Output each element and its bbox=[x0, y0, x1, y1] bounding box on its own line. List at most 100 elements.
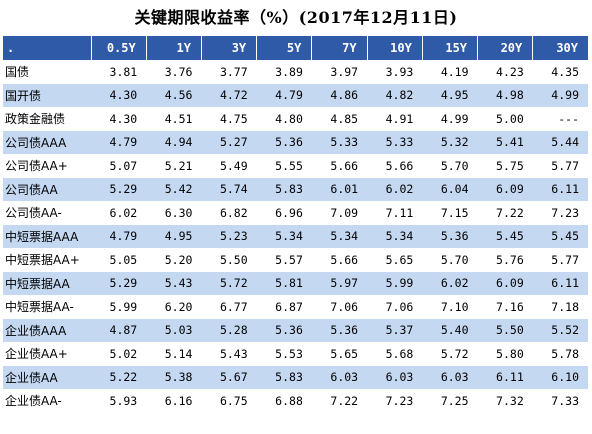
yield-cell: 7.06 bbox=[385, 299, 414, 314]
yield-cell: 7.16 bbox=[496, 299, 524, 314]
yield-cell: 5.57 bbox=[275, 252, 303, 267]
table-row: 企业债AA 5.22 5.38 5.67 5.83 6.03 6.03 6.03 6.11 6.1… bbox=[3, 365, 588, 389]
yield-cell: 4.23 bbox=[496, 64, 524, 79]
yield-cell: 5.23 bbox=[219, 229, 248, 244]
yield-cell: 5.38 bbox=[164, 370, 193, 385]
yield-cell: 7.10 bbox=[440, 299, 469, 314]
yield-cell: 5.77 bbox=[551, 158, 579, 173]
yield-cell: 7.11 bbox=[385, 205, 414, 220]
table-row: 企业债AA- 5.93 6.16 6.75 6.88 7.22 7.23 7.25 7.32 7.… bbox=[3, 389, 588, 413]
bond-type-cell: 企业债AAA bbox=[5, 323, 67, 338]
yield-table: . 0.5Y 1Y 3Y 5Y 7Y 10Y 15Y 20Y 30Y 国债 3.81 3.76 3.77… bbox=[3, 36, 588, 413]
yield-cell: 5.66 bbox=[330, 158, 359, 173]
table-row: 中短票据AA 5.29 5.43 5.72 5.81 5.97 5.99 6.02 6.09 6.… bbox=[3, 271, 588, 295]
yield-cell: 6.96 bbox=[275, 205, 303, 220]
table-row: 公司债AA- 6.02 6.30 6.82 6.96 7.09 7.11 7.15 7.22 7.… bbox=[3, 201, 588, 225]
yield-cell: 6.09 bbox=[496, 276, 524, 291]
yield-cell: 7.23 bbox=[385, 393, 414, 408]
yield-cell: 5.03 bbox=[164, 323, 193, 338]
yield-cell: 5.75 bbox=[496, 158, 524, 173]
table-body: 国债 3.81 3.76 3.77 3.89 3.97 3.93 4.19 4.23 4.35 国开… bbox=[3, 60, 588, 413]
column-header-tenor: 5Y bbox=[256, 36, 313, 60]
yield-cell: 5.99 bbox=[385, 276, 414, 291]
table-row: 公司债AA+ 5.07 5.21 5.49 5.55 5.66 5.66 5.70 5.75 5.… bbox=[3, 154, 588, 178]
table-row: 企业债AA+ 5.02 5.14 5.43 5.53 5.65 5.68 5.72 5.80 5.… bbox=[3, 342, 588, 366]
yield-cell: 4.98 bbox=[496, 88, 524, 103]
table-row: 政策金融债 4.30 4.51 4.75 4.80 4.85 4.91 4.99 5.00 --- bbox=[3, 107, 588, 131]
yield-cell: 7.22 bbox=[496, 205, 524, 220]
yield-cell: 3.76 bbox=[164, 64, 193, 79]
bond-type-cell: 企业债AA+ bbox=[5, 347, 68, 362]
yield-cell: 5.72 bbox=[219, 276, 248, 291]
yield-cell: 5.42 bbox=[164, 182, 193, 197]
yield-cell: 5.36 bbox=[440, 229, 469, 244]
yield-cell: 6.20 bbox=[164, 299, 193, 314]
yield-cell: 4.95 bbox=[164, 229, 193, 244]
yield-cell: 5.67 bbox=[219, 370, 248, 385]
bond-type-cell: 公司债AAA bbox=[5, 135, 67, 150]
bond-type-cell: 国开债 bbox=[5, 88, 42, 103]
yield-cell: 5.29 bbox=[109, 182, 138, 197]
table-row: 企业债AAA 4.87 5.03 5.28 5.36 5.36 5.37 5.40 5.50 5.… bbox=[3, 318, 588, 342]
yield-cell: 6.02 bbox=[385, 182, 414, 197]
yield-cell: 5.49 bbox=[219, 158, 248, 173]
bond-type-cell: 公司债AA bbox=[5, 182, 58, 197]
yield-cell: 5.43 bbox=[164, 276, 193, 291]
yield-cell: 4.79 bbox=[275, 88, 303, 103]
yield-cell: 5.00 bbox=[496, 111, 524, 126]
yield-cell: 4.91 bbox=[385, 111, 414, 126]
yield-cell: 6.11 bbox=[496, 370, 524, 385]
yield-cell: 5.65 bbox=[385, 252, 414, 267]
yield-cell: 6.77 bbox=[219, 299, 248, 314]
yield-cell: 4.87 bbox=[109, 323, 138, 338]
yield-cell: 5.37 bbox=[385, 323, 414, 338]
table-row: 公司债AA 5.29 5.42 5.74 5.83 6.01 6.02 6.04 6.09 6.1… bbox=[3, 177, 588, 201]
yield-cell: 6.82 bbox=[219, 205, 248, 220]
yield-cell: 5.34 bbox=[385, 229, 414, 244]
yield-cell: 5.44 bbox=[551, 135, 579, 150]
yield-cell: 6.11 bbox=[551, 182, 579, 197]
yield-cell: 4.35 bbox=[551, 64, 579, 79]
yield-cell: 3.97 bbox=[330, 64, 359, 79]
yield-cell: 5.45 bbox=[551, 229, 579, 244]
yield-cell: 6.88 bbox=[275, 393, 303, 408]
yield-cell: 3.93 bbox=[385, 64, 414, 79]
yield-cell: 5.99 bbox=[109, 299, 138, 314]
yield-cell: 6.11 bbox=[551, 276, 579, 291]
yield-cell: 5.07 bbox=[109, 158, 138, 173]
yield-cell: 4.72 bbox=[219, 88, 248, 103]
yield-cell: 4.30 bbox=[109, 88, 138, 103]
yield-cell: 5.83 bbox=[275, 182, 303, 197]
yield-cell: 5.83 bbox=[275, 370, 303, 385]
yield-cell: 6.10 bbox=[551, 370, 579, 385]
column-header-tenor: 15Y bbox=[422, 36, 479, 60]
yield-cell: 5.33 bbox=[330, 135, 359, 150]
yield-cell: 5.34 bbox=[275, 229, 303, 244]
yield-cell: 5.33 bbox=[385, 135, 414, 150]
column-header-tenor: 20Y bbox=[477, 36, 534, 60]
yield-cell: 5.32 bbox=[440, 135, 469, 150]
table-row: 国债 3.81 3.76 3.77 3.89 3.97 3.93 4.19 4.23 4.35 bbox=[3, 60, 588, 84]
column-header-tenor: 30Y bbox=[556, 41, 578, 55]
yield-cell: 5.72 bbox=[440, 346, 469, 361]
column-header-tenor: 3Y bbox=[201, 36, 258, 60]
yield-cell: 3.89 bbox=[275, 64, 303, 79]
yield-cell: 7.23 bbox=[551, 205, 579, 220]
yield-cell: 5.97 bbox=[330, 276, 359, 291]
table-row: 国开债 4.30 4.56 4.72 4.79 4.86 4.82 4.95 4.98 4.99 bbox=[3, 83, 588, 107]
yield-cell: --- bbox=[558, 111, 579, 126]
yield-cell: 6.03 bbox=[385, 370, 414, 385]
yield-cell: 5.02 bbox=[109, 346, 138, 361]
column-header-tenor: 0.5Y bbox=[91, 36, 147, 60]
yield-cell: 5.55 bbox=[275, 158, 303, 173]
yield-cell: 6.75 bbox=[219, 393, 248, 408]
yield-cell: 5.34 bbox=[330, 229, 359, 244]
yield-cell: 4.85 bbox=[330, 111, 359, 126]
yield-cell: 4.80 bbox=[275, 111, 303, 126]
yield-cell: 5.36 bbox=[330, 323, 359, 338]
yield-cell: 5.66 bbox=[385, 158, 414, 173]
yield-cell: 7.15 bbox=[440, 205, 469, 220]
yield-cell: 4.56 bbox=[164, 88, 193, 103]
yield-cell: 5.36 bbox=[275, 323, 303, 338]
yield-cell: 6.01 bbox=[330, 182, 359, 197]
